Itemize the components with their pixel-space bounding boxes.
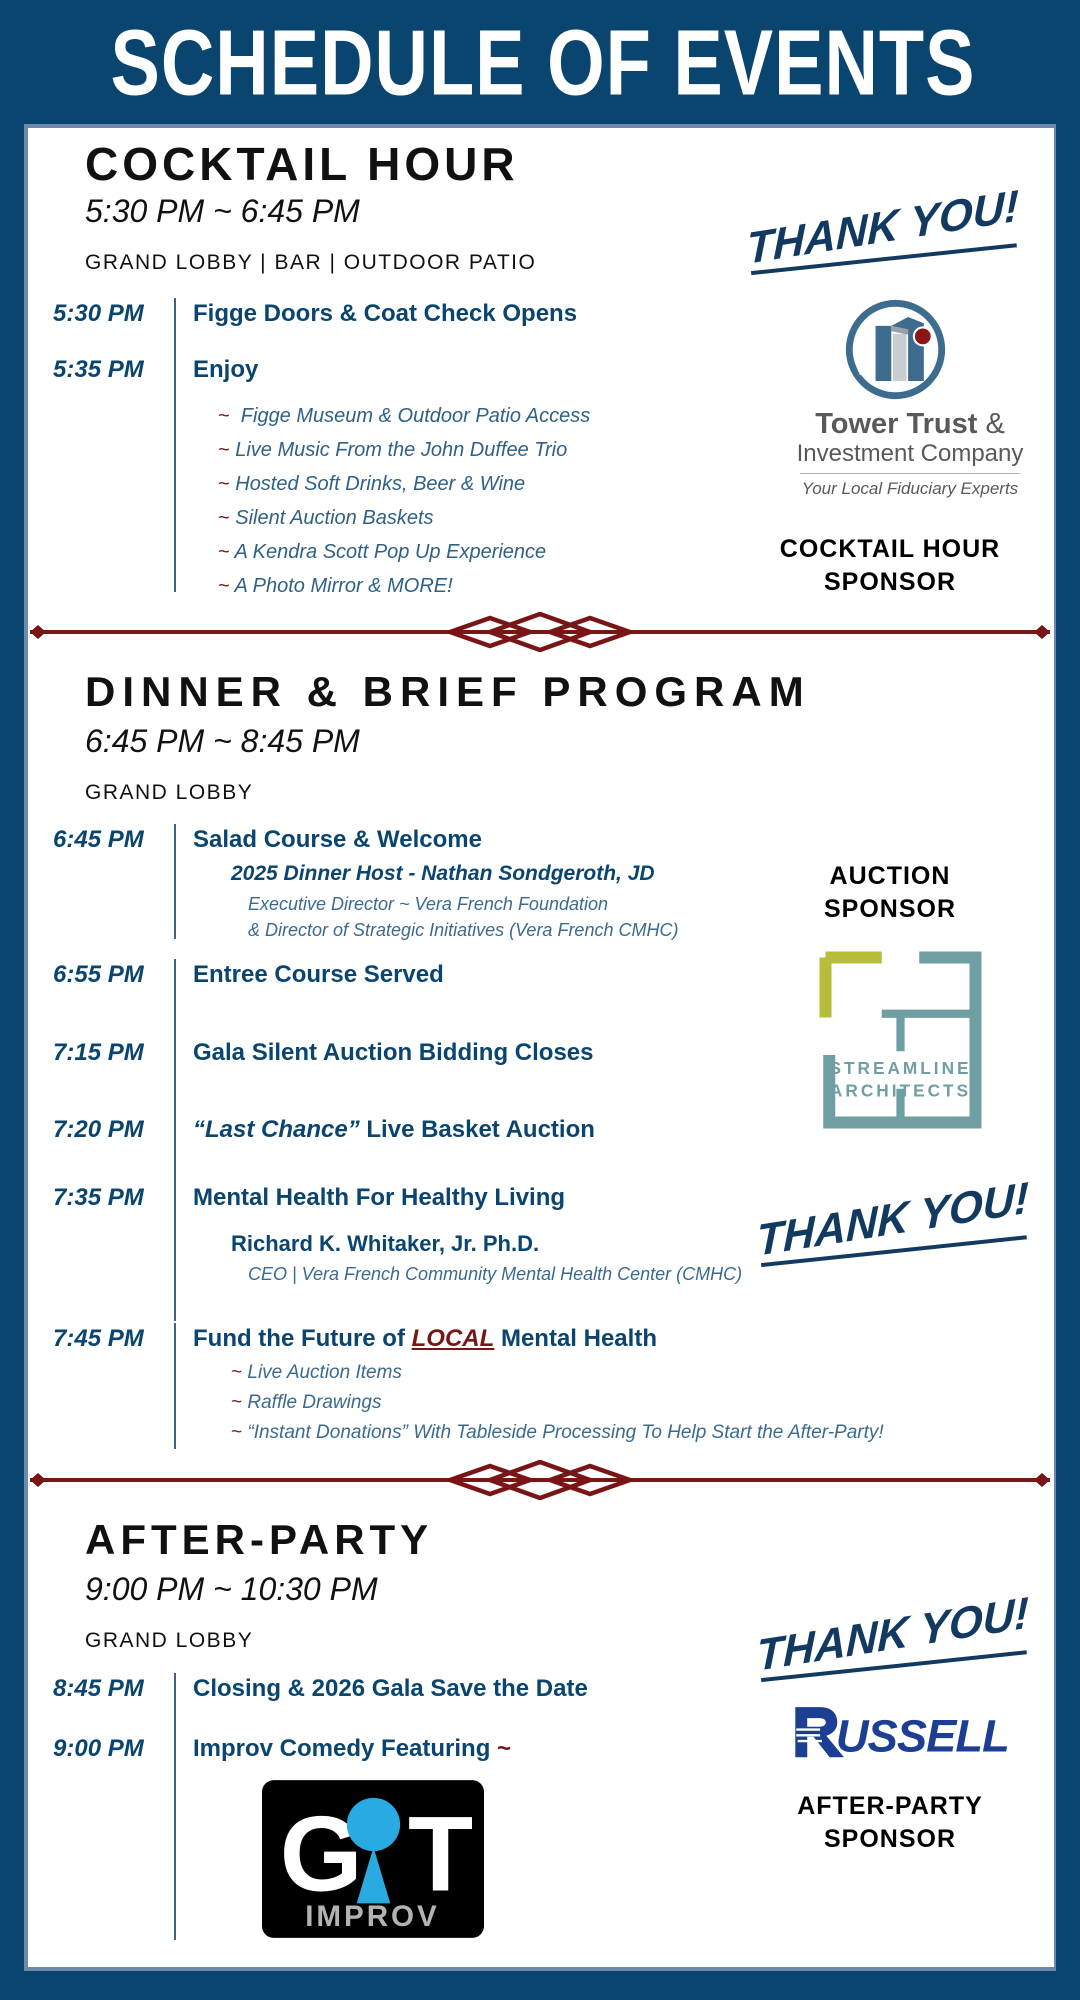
svg-text:ARCHITECTS: ARCHITECTS	[830, 1080, 971, 1100]
svg-text:USSELL: USSELL	[836, 1711, 1009, 1762]
svg-text:T: T	[408, 1795, 473, 1914]
svg-text:STREAMLINE: STREAMLINE	[829, 1058, 971, 1078]
svg-text:IMPROV: IMPROV	[305, 1900, 440, 1933]
